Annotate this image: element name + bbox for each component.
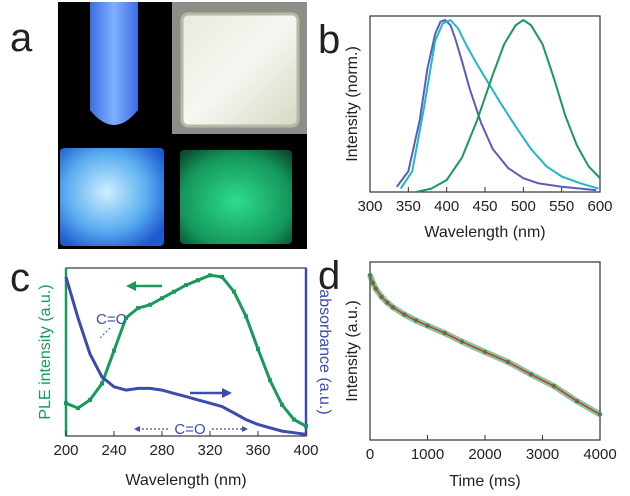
chart-c-ple-point — [76, 406, 80, 411]
chart-d-point — [390, 305, 396, 310]
chart-c-abs-arrowhead — [222, 388, 232, 398]
chart-c-ple-point — [112, 348, 116, 353]
chart-d-point — [551, 383, 557, 389]
chart-c-annot-cc-pointer — [99, 327, 111, 339]
chart-c-ple-point — [184, 283, 188, 288]
chart-c-ple-point — [64, 401, 68, 406]
chart-c-ple-point — [244, 314, 248, 319]
chart-d-ylabel: Intensity (a.u.) — [344, 300, 361, 401]
chart-c-ple-point — [304, 424, 308, 429]
chart-c-ple-point — [136, 306, 140, 311]
chart-c-ple-point — [172, 289, 176, 294]
chart-d-point — [425, 323, 430, 328]
photo-panel — [58, 2, 307, 249]
chart-c-ple-point — [148, 302, 152, 307]
chart-d-xtick-label: 0 — [366, 446, 374, 463]
panel-label-b: b — [318, 18, 341, 62]
chart-c-annot-co-arrow-left — [134, 426, 140, 432]
chart-c-xlabel: Wavelength (nm) — [125, 472, 246, 489]
chart-c-annot-co: C=O — [174, 421, 205, 438]
green-film-photo — [180, 150, 292, 244]
chart-d-point — [373, 286, 378, 291]
chart-d-point — [370, 280, 376, 286]
chart-c-ple-point — [208, 273, 212, 278]
chart-b-series-2 — [399, 19, 599, 190]
chart-c-ple-point — [220, 274, 224, 279]
chart-b-ylabel: Intensity (norm.) — [344, 46, 361, 162]
chart-c-ylabel-left: PLE intensity (a.u.) — [37, 284, 54, 419]
chart-d-data-band — [367, 273, 602, 418]
chart-c-ple-point — [88, 397, 92, 402]
chart-d-frame — [369, 261, 601, 441]
chart-d-xtick-label: 3000 — [526, 446, 559, 463]
chart-d-xlabel: Time (ms) — [449, 473, 520, 490]
chart-c-ple-point — [268, 378, 272, 383]
chart-c-frame — [65, 267, 307, 437]
chart-c-xtick-label: 240 — [101, 442, 126, 459]
blue-film-photo — [60, 148, 164, 246]
chart-c-xtick-label: 400 — [293, 442, 318, 459]
chart-b-series-3 — [415, 19, 601, 193]
chart-b-frame — [369, 15, 601, 193]
chart-c-ple-point — [232, 289, 236, 294]
chart-b-xtick-label: 400 — [434, 198, 459, 215]
chart-b-xlabel: Wavelength (nm) — [424, 224, 545, 241]
chart-d-point — [482, 349, 488, 355]
chart-c-xtick-label: 200 — [53, 442, 78, 459]
chart-b-xtick-label: 300 — [357, 198, 382, 215]
chart-c-ple-point — [160, 296, 164, 301]
chart-c-xtick-label: 320 — [197, 442, 222, 459]
chart-b-series-1 — [395, 19, 597, 192]
chart-b-xtick-label: 450 — [472, 198, 497, 215]
chart-c-ple-point — [100, 381, 104, 386]
chart-c-xtick-label: 280 — [149, 442, 174, 459]
chart-c-annot-cc: C=C — [96, 311, 127, 328]
chart-b-xtick-label: 500 — [511, 198, 536, 215]
chart-d-point — [379, 294, 384, 299]
vial-photo — [90, 2, 138, 125]
panel-label-d: d — [318, 254, 341, 298]
chart-b-xtick-label: 550 — [549, 198, 574, 215]
panel-label-c: c — [10, 256, 30, 300]
chart-d-xtick-label: 2000 — [468, 446, 501, 463]
chart-b-xtick-label: 600 — [587, 198, 612, 215]
chart-c-ple-point — [256, 347, 260, 352]
chart-d-point — [402, 312, 407, 317]
chart-c-ple-point — [280, 402, 284, 407]
chart-d-point — [367, 272, 373, 278]
chart-d-point — [442, 330, 447, 336]
chart-b-xtick-label: 350 — [396, 198, 421, 215]
panel-label-a: a — [10, 16, 33, 60]
chart-d-point — [528, 372, 534, 377]
chart-c-annot-co-arrow-right — [242, 426, 248, 432]
chart-c-ple-point — [292, 417, 296, 422]
chart-d-point — [597, 412, 603, 417]
chart-c-xtick-label: 360 — [245, 442, 270, 459]
chart-c-ple-line — [65, 273, 307, 428]
chart-d-point — [459, 339, 465, 344]
clear-film-photo — [180, 12, 300, 128]
chart-c-abs-line — [64, 276, 307, 436]
chart-c-ple-point — [124, 315, 128, 320]
chart-d-point — [574, 399, 580, 404]
chart-d-xtick-label: 1000 — [411, 446, 444, 463]
chart-c-ple-point — [196, 278, 200, 283]
photo-composite — [58, 2, 307, 249]
chart-d-xtick-label: 4000 — [583, 446, 616, 463]
chart-d-point — [413, 318, 419, 323]
chart-d-point — [385, 300, 390, 305]
chart-c-ylabel-right: absorbance (a.u.) — [316, 289, 333, 414]
chart-d-fit-line — [369, 274, 601, 416]
chart-c-ple-arrowhead — [126, 281, 136, 291]
chart-d-point — [505, 359, 511, 365]
